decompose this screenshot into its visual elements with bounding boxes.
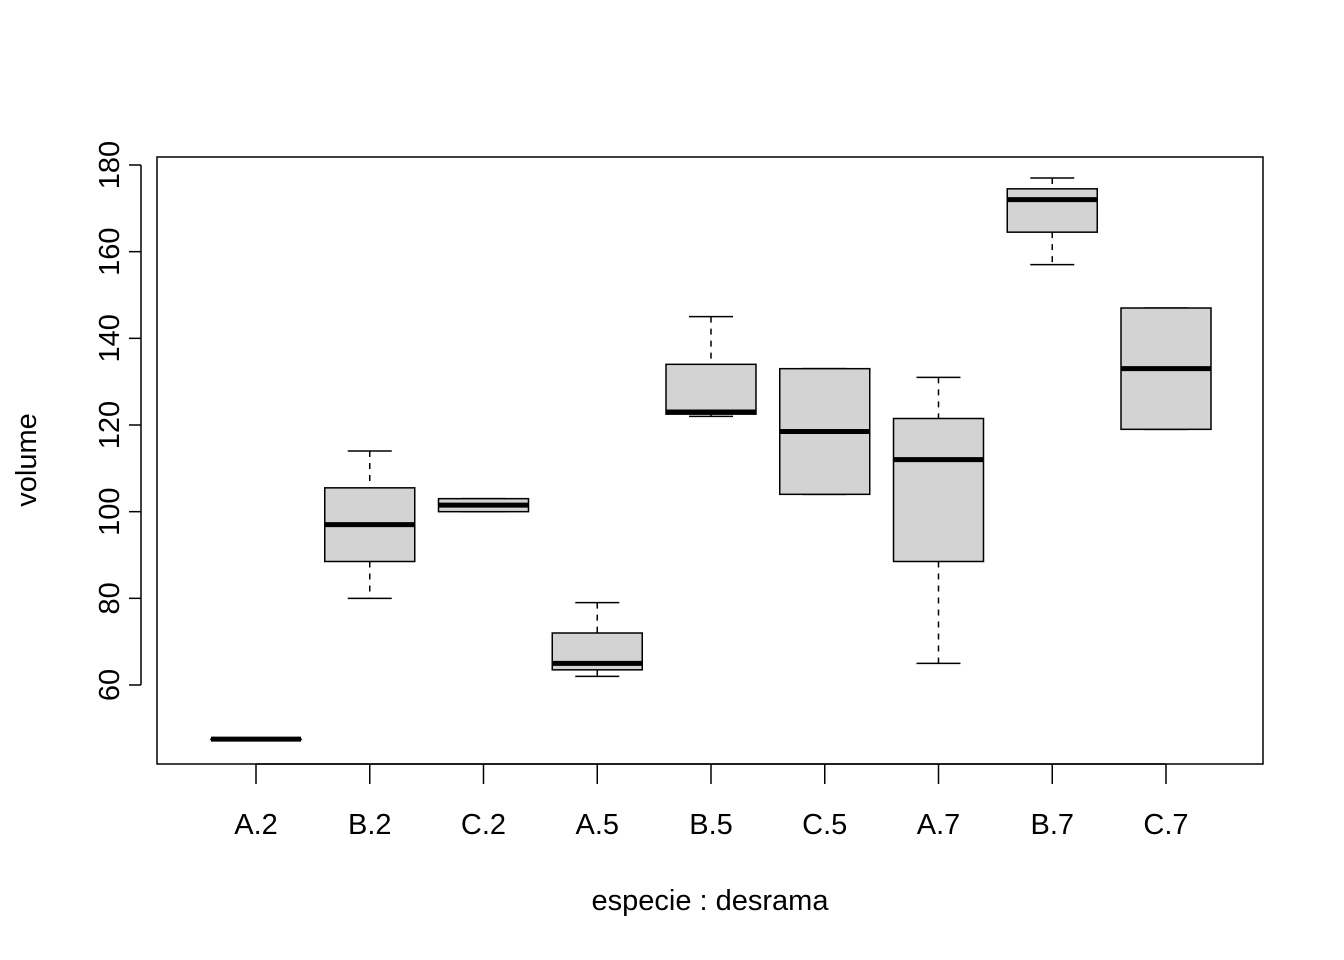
box-A.5 xyxy=(551,601,643,678)
x-tick-label: B.2 xyxy=(348,809,392,841)
x-tick-label: C.5 xyxy=(802,809,847,841)
box-body xyxy=(1006,188,1098,233)
y-tick-label: 120 xyxy=(94,401,126,449)
y-tick-label: 140 xyxy=(94,314,126,362)
box-C.7 xyxy=(1120,307,1212,431)
x-axis-title: especie : desrama xyxy=(592,885,830,917)
y-tick-label: 80 xyxy=(94,582,126,614)
x-tick-label: C.2 xyxy=(461,809,506,841)
x-tick-label: A.2 xyxy=(234,809,278,841)
y-tick-label: 100 xyxy=(94,487,126,535)
box-body xyxy=(892,417,985,563)
y-axis: 60 80 100 120 140 160 180 xyxy=(94,141,142,701)
boxes-layer xyxy=(210,177,1212,742)
y-tick-label: 180 xyxy=(94,141,126,189)
box-A.7 xyxy=(892,376,985,665)
box-A.2 xyxy=(210,736,302,742)
x-tick-label: A.7 xyxy=(917,809,961,841)
box-B.7 xyxy=(1006,177,1098,266)
box-C.5 xyxy=(779,367,871,496)
y-tick-label: 60 xyxy=(94,669,126,701)
y-tick-label: 160 xyxy=(94,227,126,275)
box-C.2 xyxy=(437,497,530,513)
box-B.2 xyxy=(324,450,416,600)
box-B.5 xyxy=(665,315,757,418)
y-axis-title: volume xyxy=(11,413,43,507)
x-tick-label: B.7 xyxy=(1030,809,1074,841)
x-axis: A.2 B.2 C.2 A.5 B.5 C.5 A.7 B.7 C.7 xyxy=(234,763,1189,841)
box-body xyxy=(665,363,757,415)
x-tick-label: B.5 xyxy=(689,809,733,841)
x-tick-label: A.5 xyxy=(575,809,619,841)
x-tick-label: C.7 xyxy=(1143,809,1188,841)
